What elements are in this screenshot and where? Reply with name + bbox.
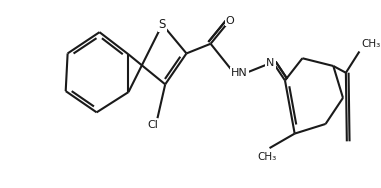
Text: N: N (266, 58, 275, 68)
Text: O: O (226, 16, 234, 26)
Text: S: S (158, 18, 166, 31)
Text: Cl: Cl (147, 120, 158, 130)
Text: CH₃: CH₃ (257, 152, 276, 162)
Text: CH₃: CH₃ (361, 39, 381, 49)
Text: HN: HN (231, 68, 248, 78)
